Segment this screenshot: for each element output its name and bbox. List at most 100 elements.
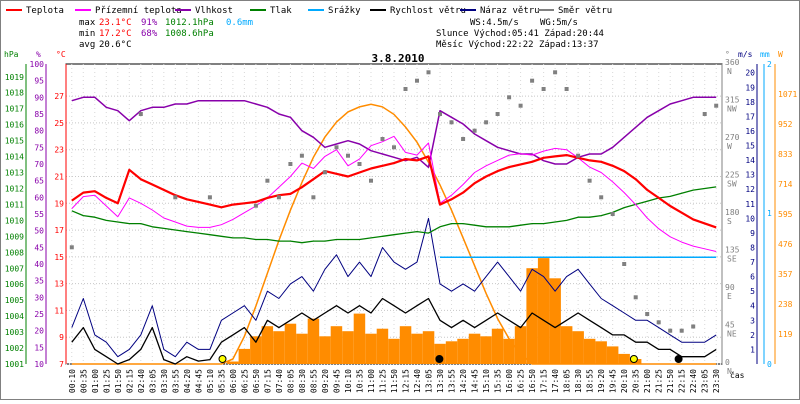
pressure-tick-label: 1011	[5, 200, 24, 209]
radiation-bar	[560, 326, 573, 364]
radiation-bar	[572, 331, 584, 364]
x-tick-label: 14:20	[459, 369, 468, 393]
radiation-bar	[422, 331, 435, 364]
x-tick-label: 21:00	[643, 369, 652, 393]
rain-tick-label: 1	[767, 209, 772, 218]
rain-tick-label: 0	[767, 360, 772, 369]
x-tick-label: 07:15	[263, 369, 272, 393]
x-tick-label: 05:10	[206, 369, 215, 393]
x-tick-label: 11:50	[390, 369, 399, 393]
radiation-bar	[376, 328, 389, 364]
x-tick-label: 08:05	[286, 369, 295, 393]
wind-tick-label: 1	[750, 345, 755, 354]
x-tick-label: 16:50	[528, 369, 537, 393]
wind-tick-label: 10	[745, 214, 755, 223]
x-tick-label: 03:55	[171, 369, 180, 393]
radiation-bar	[457, 338, 469, 364]
wind-tick-label: 16	[745, 127, 755, 136]
humidity-tick-label: 10	[34, 360, 44, 369]
radiation-bar	[342, 331, 354, 364]
wind-direction-point	[610, 212, 615, 216]
radiation-bar	[491, 328, 504, 364]
wind-direction-point	[553, 70, 558, 75]
wind-tick-label: 3	[750, 316, 755, 325]
x-tick-label: 22:15	[678, 369, 687, 393]
wind-direction-point	[449, 120, 454, 125]
wind-direction-point	[576, 153, 581, 158]
pressure-tick-label: 1018	[5, 89, 24, 98]
x-tick-label: 19:45	[609, 369, 618, 393]
pressure-tick-label: 1015	[5, 137, 24, 146]
radiation-tick-label: 952	[778, 120, 793, 129]
direction-tick-name: SW	[727, 180, 737, 189]
wind-direction-point	[587, 178, 592, 183]
direction-tick-label: 135	[725, 246, 740, 255]
wind-direction-point	[346, 153, 350, 158]
x-tick-label: 00:35	[79, 369, 88, 393]
wind-tick-label: 9	[750, 229, 755, 238]
pressure-tick-label: 1004	[5, 312, 24, 321]
x-tick-label: 11:25	[379, 369, 388, 393]
wind-direction-point	[633, 295, 638, 300]
legend-label: Náraz větru	[480, 6, 540, 16]
humidity-tick-label: 50	[34, 227, 44, 236]
x-tick-label: 09:20	[321, 369, 330, 393]
pressure-tick-label: 1019	[5, 73, 24, 82]
pressure-line	[71, 186, 717, 244]
temperature-tick-label: 9	[59, 333, 64, 342]
rain-axis-label: mm	[760, 50, 770, 59]
legend-label: Vlhkost	[195, 6, 233, 16]
wind-direction-point	[380, 137, 385, 141]
direction-tick-label: 45	[725, 321, 735, 330]
humidity-tick-label: 60	[34, 193, 44, 202]
wind-direction-point	[668, 328, 673, 333]
wind-direction-point	[530, 78, 535, 83]
x-tick-label: 16:25	[517, 369, 526, 393]
x-tick-label: 23:30	[712, 369, 721, 393]
radiation-bar	[549, 278, 561, 364]
direction-tick-label: 360	[725, 58, 740, 67]
x-tick-label: 00:10	[68, 369, 77, 393]
x-tick-label: 10:35	[356, 369, 365, 393]
x-tick-label: 08:30	[298, 369, 307, 393]
humidity-tick-label: 55	[34, 210, 44, 219]
stat-min-label: min	[79, 29, 95, 39]
x-tick-label: 08:55	[309, 369, 318, 393]
wind-direction-point	[599, 195, 604, 200]
legend-label: Přízemní teplota	[95, 6, 182, 16]
wind-tick-label: 14	[745, 156, 755, 165]
wind-direction-point	[518, 103, 523, 108]
x-tick-label: 19:20	[597, 369, 606, 393]
pressure-tick-label: 1003	[5, 328, 24, 337]
wind-direction-point	[369, 178, 373, 183]
wind-speed-line	[71, 297, 717, 365]
x-tick-label: 20:35	[632, 369, 641, 393]
stat-max-rain: 0.6mm	[226, 18, 253, 28]
x-axis-label: čas	[730, 370, 745, 380]
radiation-tick-label: 357	[778, 270, 793, 279]
wind-direction-point	[322, 170, 327, 175]
stat-max-pressure: 1012.1hPa	[165, 18, 214, 28]
stat-min-humidity: 68%	[141, 29, 158, 39]
radiation-tick-label: 1071	[778, 90, 797, 99]
radiation-bar	[365, 333, 377, 364]
wind-direction-point	[645, 312, 650, 316]
wind-direction-point	[403, 87, 408, 91]
wind-direction-point	[415, 78, 419, 83]
wind-tick-label: 11	[745, 200, 755, 209]
direction-tick-label: 90	[725, 283, 735, 292]
x-tick-label: 12:40	[413, 369, 422, 393]
wind-tick-label: 6	[750, 273, 755, 282]
wind-tick-label: 13	[745, 171, 755, 180]
direction-tick-name: SE	[727, 255, 737, 264]
direction-tick-label: 0	[725, 358, 730, 367]
wind-direction-point	[69, 245, 74, 250]
wind-direction-point	[334, 145, 339, 150]
x-tick-label: 13:30	[436, 369, 445, 393]
legend-label: Rychlost větru	[390, 6, 466, 16]
x-tick-label: 13:55	[448, 369, 457, 393]
temperature-tick-label: 15	[54, 253, 64, 262]
legend-label: Srážky	[328, 6, 361, 16]
radiation-tick-label: 595	[778, 210, 793, 219]
